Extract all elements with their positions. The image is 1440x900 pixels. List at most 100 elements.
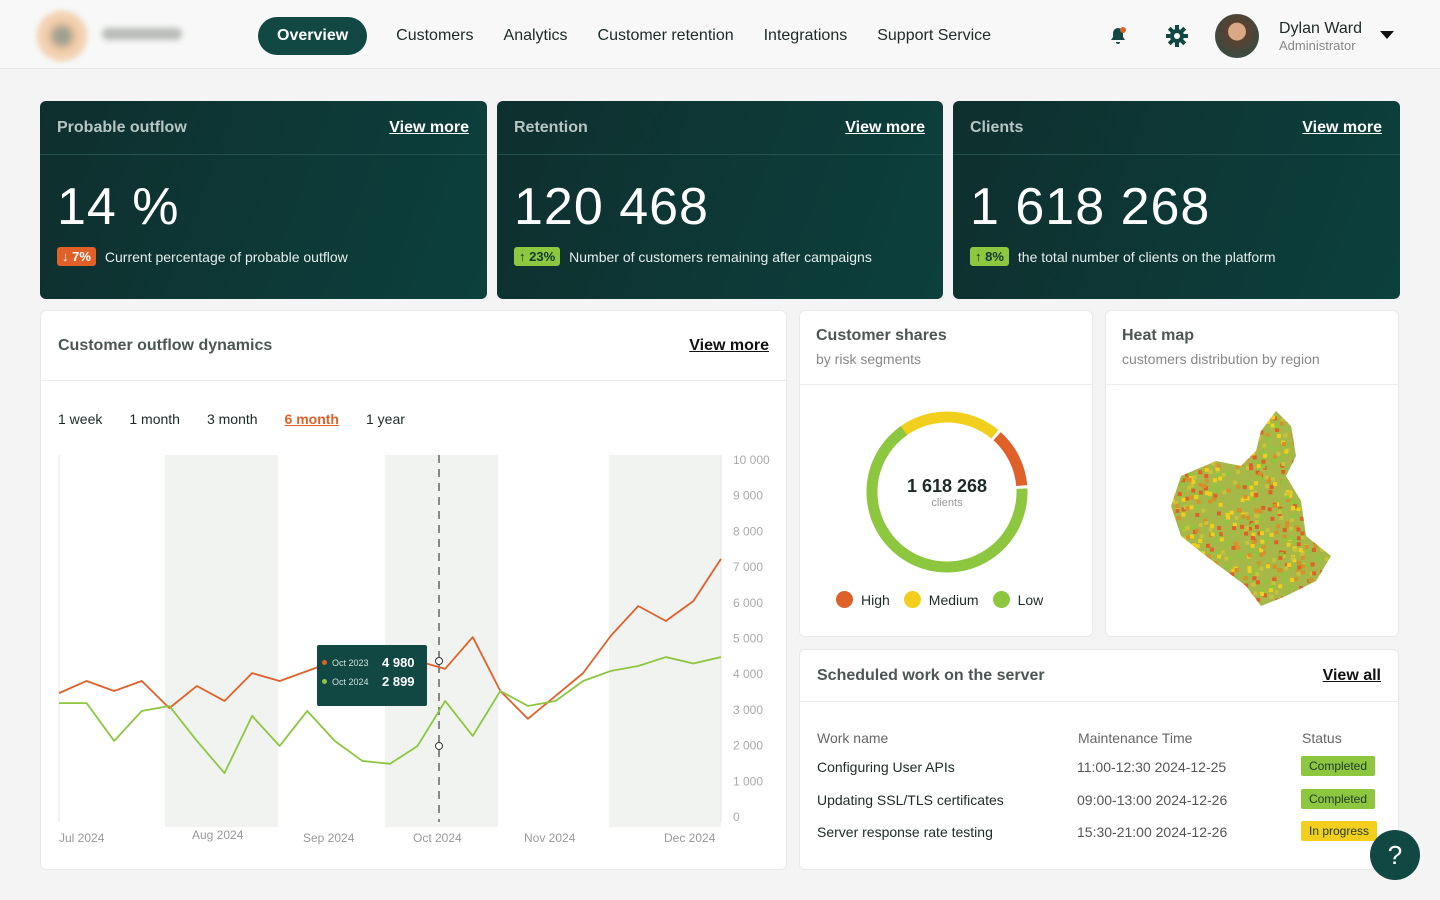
period-3-month[interactable]: 3 month bbox=[206, 411, 258, 427]
tooltip-label: Oct 2024 bbox=[332, 676, 369, 687]
heat-cell bbox=[1195, 544, 1200, 549]
heat-cell bbox=[1178, 476, 1183, 481]
heat-cell bbox=[1198, 538, 1203, 543]
heat-cell bbox=[1181, 538, 1186, 543]
donut-segment-high bbox=[993, 432, 1028, 487]
heat-cell bbox=[1214, 439, 1219, 444]
heat-cell bbox=[1228, 556, 1233, 561]
kpi-title: Probable outflow bbox=[57, 118, 187, 136]
kpi-value: 120 468 bbox=[514, 178, 709, 236]
heat-cell bbox=[1186, 590, 1191, 595]
customer-shares-card: Customer shares by risk segments 1 618 2… bbox=[799, 310, 1093, 637]
heat-cell bbox=[1262, 605, 1267, 606]
heat-cell bbox=[1180, 418, 1185, 423]
heat-cell bbox=[1324, 604, 1329, 606]
region-heat-map[interactable] bbox=[1166, 406, 1346, 611]
view-more-link[interactable]: View more bbox=[845, 118, 925, 136]
nav-analytics[interactable]: Analytics bbox=[503, 27, 568, 44]
heat-cell bbox=[1274, 590, 1279, 595]
heat-cell bbox=[1242, 411, 1247, 414]
heat-cell bbox=[1251, 532, 1256, 537]
heat-cell bbox=[1171, 525, 1172, 530]
heat-cell bbox=[1204, 521, 1209, 526]
heat-cell bbox=[1218, 455, 1223, 460]
view-more-link[interactable]: View more bbox=[1302, 118, 1382, 136]
heat-cell bbox=[1198, 523, 1203, 528]
heat-cell bbox=[1175, 503, 1180, 508]
view-more-link[interactable]: View more bbox=[689, 336, 769, 354]
heat-cell bbox=[1174, 500, 1179, 505]
heat-cell bbox=[1190, 553, 1195, 558]
heat-cell bbox=[1254, 492, 1259, 497]
heat-cell bbox=[1269, 532, 1274, 537]
period-1-month[interactable]: 1 month bbox=[129, 411, 180, 427]
heat-cell bbox=[1171, 459, 1174, 464]
heat-cell bbox=[1194, 494, 1199, 499]
heat-cell bbox=[1171, 587, 1173, 592]
donut-legend: High Medium Low bbox=[836, 591, 1043, 608]
heat-cell bbox=[1244, 453, 1249, 458]
heat-cell bbox=[1268, 588, 1273, 593]
heat-cell bbox=[1189, 466, 1194, 471]
view-more-link[interactable]: View more bbox=[389, 118, 469, 136]
heat-cell bbox=[1297, 478, 1302, 483]
tooltip-value: 2 899 bbox=[382, 674, 415, 689]
heat-cell bbox=[1201, 551, 1206, 556]
heat-cell bbox=[1210, 413, 1215, 418]
x-tick-label: Jul 2024 bbox=[59, 831, 105, 845]
nav-support-service[interactable]: Support Service bbox=[877, 27, 992, 44]
avatar[interactable] bbox=[1215, 14, 1259, 58]
user-role: Administrator bbox=[1279, 38, 1356, 53]
heat-cell bbox=[1263, 580, 1268, 585]
heat-cell bbox=[1311, 590, 1316, 595]
heat-cell bbox=[1243, 575, 1248, 580]
heat-cell bbox=[1269, 594, 1274, 599]
heat-cell bbox=[1294, 411, 1299, 416]
heat-cell bbox=[1237, 508, 1242, 513]
nav-customers[interactable]: Customers bbox=[396, 27, 474, 44]
heat-cell bbox=[1308, 457, 1313, 462]
heat-cell bbox=[1336, 451, 1340, 455]
heat-cell bbox=[1208, 436, 1213, 441]
heat-cell bbox=[1302, 446, 1307, 451]
heat-cell bbox=[1264, 436, 1269, 441]
period-1-week[interactable]: 1 week bbox=[58, 411, 103, 427]
heat-cell bbox=[1295, 488, 1300, 493]
heat-cell bbox=[1281, 442, 1286, 447]
period-1-year[interactable]: 1 year bbox=[366, 411, 405, 427]
heat-cell bbox=[1300, 506, 1305, 511]
heat-cell bbox=[1225, 471, 1230, 476]
heat-cell bbox=[1316, 600, 1321, 605]
heat-cell bbox=[1278, 584, 1283, 589]
x-tick-label: Dec 2024 bbox=[664, 831, 716, 845]
heat-cell bbox=[1334, 536, 1338, 540]
hover-point bbox=[435, 741, 443, 750]
kpi-retention: Retention View more 120 468 ↑ 23% Number o… bbox=[497, 101, 943, 299]
heat-cell bbox=[1281, 469, 1286, 474]
period-6-month[interactable]: 6 month bbox=[284, 411, 339, 427]
nav-integrations[interactable]: Integrations bbox=[763, 27, 848, 44]
heat-cell bbox=[1245, 599, 1250, 604]
period-selector: 1 week 1 month 3 month 6 month 1 year bbox=[58, 411, 405, 427]
heat-cell bbox=[1334, 540, 1338, 544]
heat-cell bbox=[1291, 475, 1296, 480]
heat-cell bbox=[1281, 461, 1286, 466]
chevron-down-icon[interactable] bbox=[1380, 31, 1394, 40]
notifications-button[interactable] bbox=[1098, 16, 1138, 56]
heat-cell bbox=[1171, 576, 1174, 581]
y-tick-label: 4 000 bbox=[733, 667, 763, 681]
heat-cell bbox=[1260, 539, 1265, 544]
help-button[interactable]: ? bbox=[1370, 830, 1420, 880]
view-all-link[interactable]: View all bbox=[1322, 666, 1381, 684]
nav-overview[interactable]: Overview bbox=[258, 17, 368, 55]
settings-button[interactable] bbox=[1157, 16, 1197, 56]
heat-cell bbox=[1227, 423, 1232, 428]
heat-cell bbox=[1243, 528, 1248, 533]
heat-cell bbox=[1245, 600, 1250, 605]
heat-cell bbox=[1313, 587, 1318, 592]
heat-cell bbox=[1202, 483, 1207, 488]
heat-cell bbox=[1297, 565, 1302, 570]
heat-cell bbox=[1326, 591, 1331, 596]
nav-customer-retention[interactable]: Customer retention bbox=[597, 27, 734, 44]
heat-cell bbox=[1218, 532, 1223, 537]
